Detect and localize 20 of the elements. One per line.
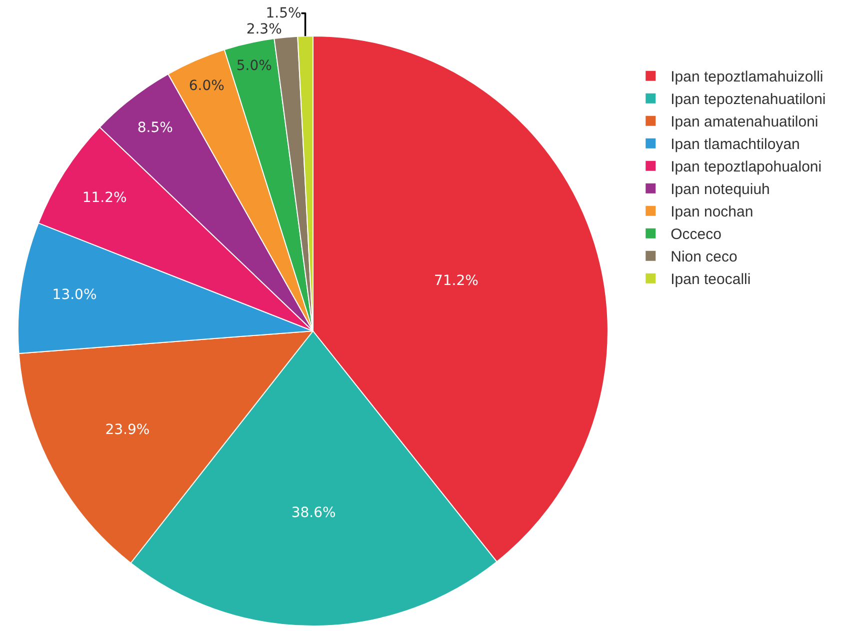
data-label: 38.6% bbox=[291, 505, 336, 522]
data-label: 13.0% bbox=[52, 287, 97, 304]
data-label: 71.2% bbox=[434, 272, 478, 289]
legend-label: Ipan tepoztenahuatiloni bbox=[670, 91, 826, 108]
legend-label: Ipan nochan bbox=[670, 204, 754, 221]
legend-label: Occeco bbox=[670, 226, 722, 244]
data-label: 11.2% bbox=[82, 190, 127, 206]
legend-label: Ipan amatenahuatiloni bbox=[670, 114, 818, 131]
data-label: 1.5% bbox=[266, 5, 302, 22]
legend-label: Ipan tepoztlapohualoni bbox=[670, 158, 822, 176]
data-label: 5.0% bbox=[236, 58, 272, 74]
legend-label: Ipan teocalli bbox=[670, 271, 751, 288]
legend-label: Nion ceco bbox=[670, 248, 738, 266]
legend-label: Ipan tlamachtiloyan bbox=[670, 136, 800, 154]
data-label: 8.5% bbox=[137, 120, 173, 136]
legend-label: Ipan notequiuh bbox=[670, 181, 770, 198]
data-label: 6.0% bbox=[188, 78, 224, 94]
data-label: 2.3% bbox=[246, 21, 282, 38]
data-label: 23.9% bbox=[105, 422, 150, 438]
legend-label: Ipan tepoztlamahuizolli bbox=[670, 68, 824, 86]
